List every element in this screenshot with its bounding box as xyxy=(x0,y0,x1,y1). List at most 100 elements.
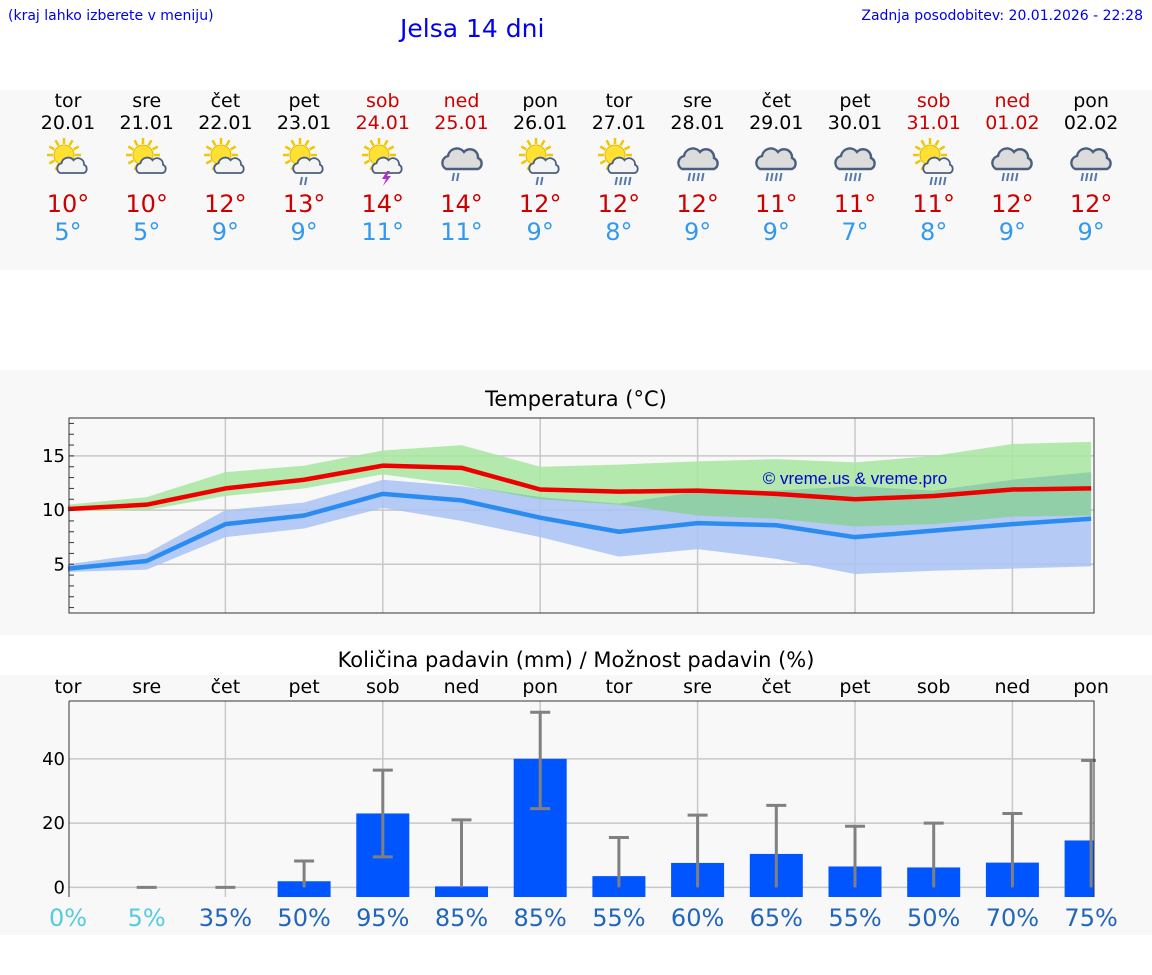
max-temperature: 12° xyxy=(991,190,1034,218)
max-temperature: 12° xyxy=(597,190,641,218)
day-name: sre xyxy=(683,90,713,112)
day-column: sob 24.01 14° 11° xyxy=(343,90,423,246)
precipitation-day-label: ned xyxy=(994,676,1031,698)
y-tick-label: 15 xyxy=(42,446,65,467)
min-temperature: 8° xyxy=(605,218,633,246)
sun-cloud-rain-icon xyxy=(283,138,324,186)
precipitation-probability: 50% xyxy=(907,904,961,932)
precipitation-probability: 0% xyxy=(48,904,88,932)
precipitation-day-label: tor xyxy=(605,676,633,698)
day-name: sob xyxy=(366,90,400,112)
precipitation-bar xyxy=(277,881,331,897)
watermark: © vreme.us & vreme.pro xyxy=(763,469,947,488)
max-temperature: 10° xyxy=(125,190,168,218)
day-name: pet xyxy=(288,90,320,112)
precipitation-day-label: sob xyxy=(916,676,951,698)
sun-cloud-icon xyxy=(204,138,245,174)
day-date: 30.01 xyxy=(827,112,883,134)
day-column: sre 21.01 10° 5° xyxy=(107,90,187,246)
sun-cloud-thunder-icon xyxy=(361,138,403,186)
max-temperature: 14° xyxy=(361,190,405,218)
precipitation-day-label: pon xyxy=(522,676,559,698)
sun-cloud-heavy-rain-icon xyxy=(912,138,954,186)
day-date: 01.02 xyxy=(985,112,1040,134)
location-hint[interactable]: (kraj lahko izberete v meniju) xyxy=(8,8,214,24)
min-temperature: 5° xyxy=(54,218,82,246)
precipitation-probability: 60% xyxy=(670,904,725,932)
min-temperature: 9° xyxy=(526,218,554,246)
sun-cloud-icon xyxy=(47,138,88,174)
range-overlap xyxy=(68,472,1092,527)
day-date: 25.01 xyxy=(434,112,489,134)
precipitation-probability: 75% xyxy=(1064,904,1118,932)
y-tick-label: 40 xyxy=(42,749,65,770)
max-temperature: 12° xyxy=(518,190,562,218)
precipitation-probability: 50% xyxy=(277,904,331,932)
max-temperature: 10° xyxy=(46,190,90,218)
precipitation-day-label: sre xyxy=(132,676,162,698)
y-tick-label: 5 xyxy=(54,554,65,575)
min-temperature: 5° xyxy=(133,218,161,246)
day-date: 22.01 xyxy=(198,112,253,134)
day-name: tor xyxy=(54,90,82,112)
precipitation-probability: 55% xyxy=(828,904,882,932)
day-date: 26.01 xyxy=(512,112,568,134)
day-column: tor 20.01 10° 5° xyxy=(28,90,108,246)
day-name: čet xyxy=(761,90,792,112)
precipitation-probability: 85% xyxy=(434,904,489,932)
day-column: sre 28.01 12° 9° xyxy=(658,90,738,246)
precipitation-day-label: tor xyxy=(54,676,82,698)
min-temperature-line xyxy=(67,491,1092,571)
max-temperature: 12° xyxy=(204,190,247,218)
sun-cloud-icon xyxy=(125,138,167,174)
day-name: pon xyxy=(522,90,559,112)
sun-cloud-rain-icon xyxy=(519,138,560,186)
max-temperature: 11° xyxy=(912,190,955,218)
day-column: čet 29.01 11° 9° xyxy=(736,90,816,246)
day-column: tor 27.01 12° 8° xyxy=(579,90,659,246)
min-temperature: 11° xyxy=(440,218,483,246)
y-tick-label: 20 xyxy=(42,813,65,834)
last-updated: Zadnja posodobitev: 20.01.2026 - 22:28 xyxy=(861,8,1143,24)
day-date: 23.01 xyxy=(276,112,332,134)
day-date: 28.01 xyxy=(670,112,725,134)
precipitation-day-label: čet xyxy=(761,676,792,698)
day-column: pet 30.01 11° 7° xyxy=(815,90,895,246)
precipitation-probability: 65% xyxy=(749,904,803,932)
max-temperature: 14° xyxy=(440,190,483,218)
day-column: čet 22.01 12° 9° xyxy=(185,90,265,246)
sun-cloud-heavy-rain-icon xyxy=(597,138,639,186)
day-name: sre xyxy=(132,90,162,112)
day-date: 27.01 xyxy=(591,112,647,134)
precipitation-probability: 70% xyxy=(985,904,1040,932)
cloud-heavy-rain-icon xyxy=(1070,147,1112,182)
day-name: ned xyxy=(994,90,1031,112)
day-column: pon 02.02 12° 9° xyxy=(1051,90,1131,246)
plot-frame xyxy=(69,700,1095,897)
min-temperature: 9° xyxy=(211,218,240,246)
max-temperature: 13° xyxy=(282,190,326,218)
cloud-heavy-rain-icon xyxy=(676,147,719,182)
day-column: pon 26.01 12° 9° xyxy=(500,90,580,246)
cloud-heavy-rain-icon xyxy=(755,147,798,182)
y-tick-label: 0 xyxy=(54,877,65,898)
precipitation-day-label: čet xyxy=(210,676,241,698)
day-name: pon xyxy=(1073,90,1109,112)
precipitation-chart-title: Količina padavin (mm) / Možnost padavin … xyxy=(337,648,815,672)
day-column: ned 01.02 12° 9° xyxy=(972,90,1052,246)
precipitation-bar xyxy=(435,886,488,897)
plot-frame xyxy=(68,417,1095,614)
min-temperature: 9° xyxy=(290,218,318,246)
page-title: Jelsa 14 dni xyxy=(400,14,545,43)
y-tick-label: 10 xyxy=(42,500,65,521)
day-name: pet xyxy=(839,90,871,112)
day-column: sob 31.01 11° 8° xyxy=(894,90,974,246)
precipitation-day-label: ned xyxy=(443,676,480,698)
cloud-heavy-rain-icon xyxy=(991,147,1034,182)
day-name: sob xyxy=(916,90,951,112)
day-date: 20.01 xyxy=(40,112,96,134)
day-date: 31.01 xyxy=(906,112,961,134)
min-temperature: 9° xyxy=(683,218,712,246)
precipitation-day-label: pet xyxy=(288,676,320,698)
